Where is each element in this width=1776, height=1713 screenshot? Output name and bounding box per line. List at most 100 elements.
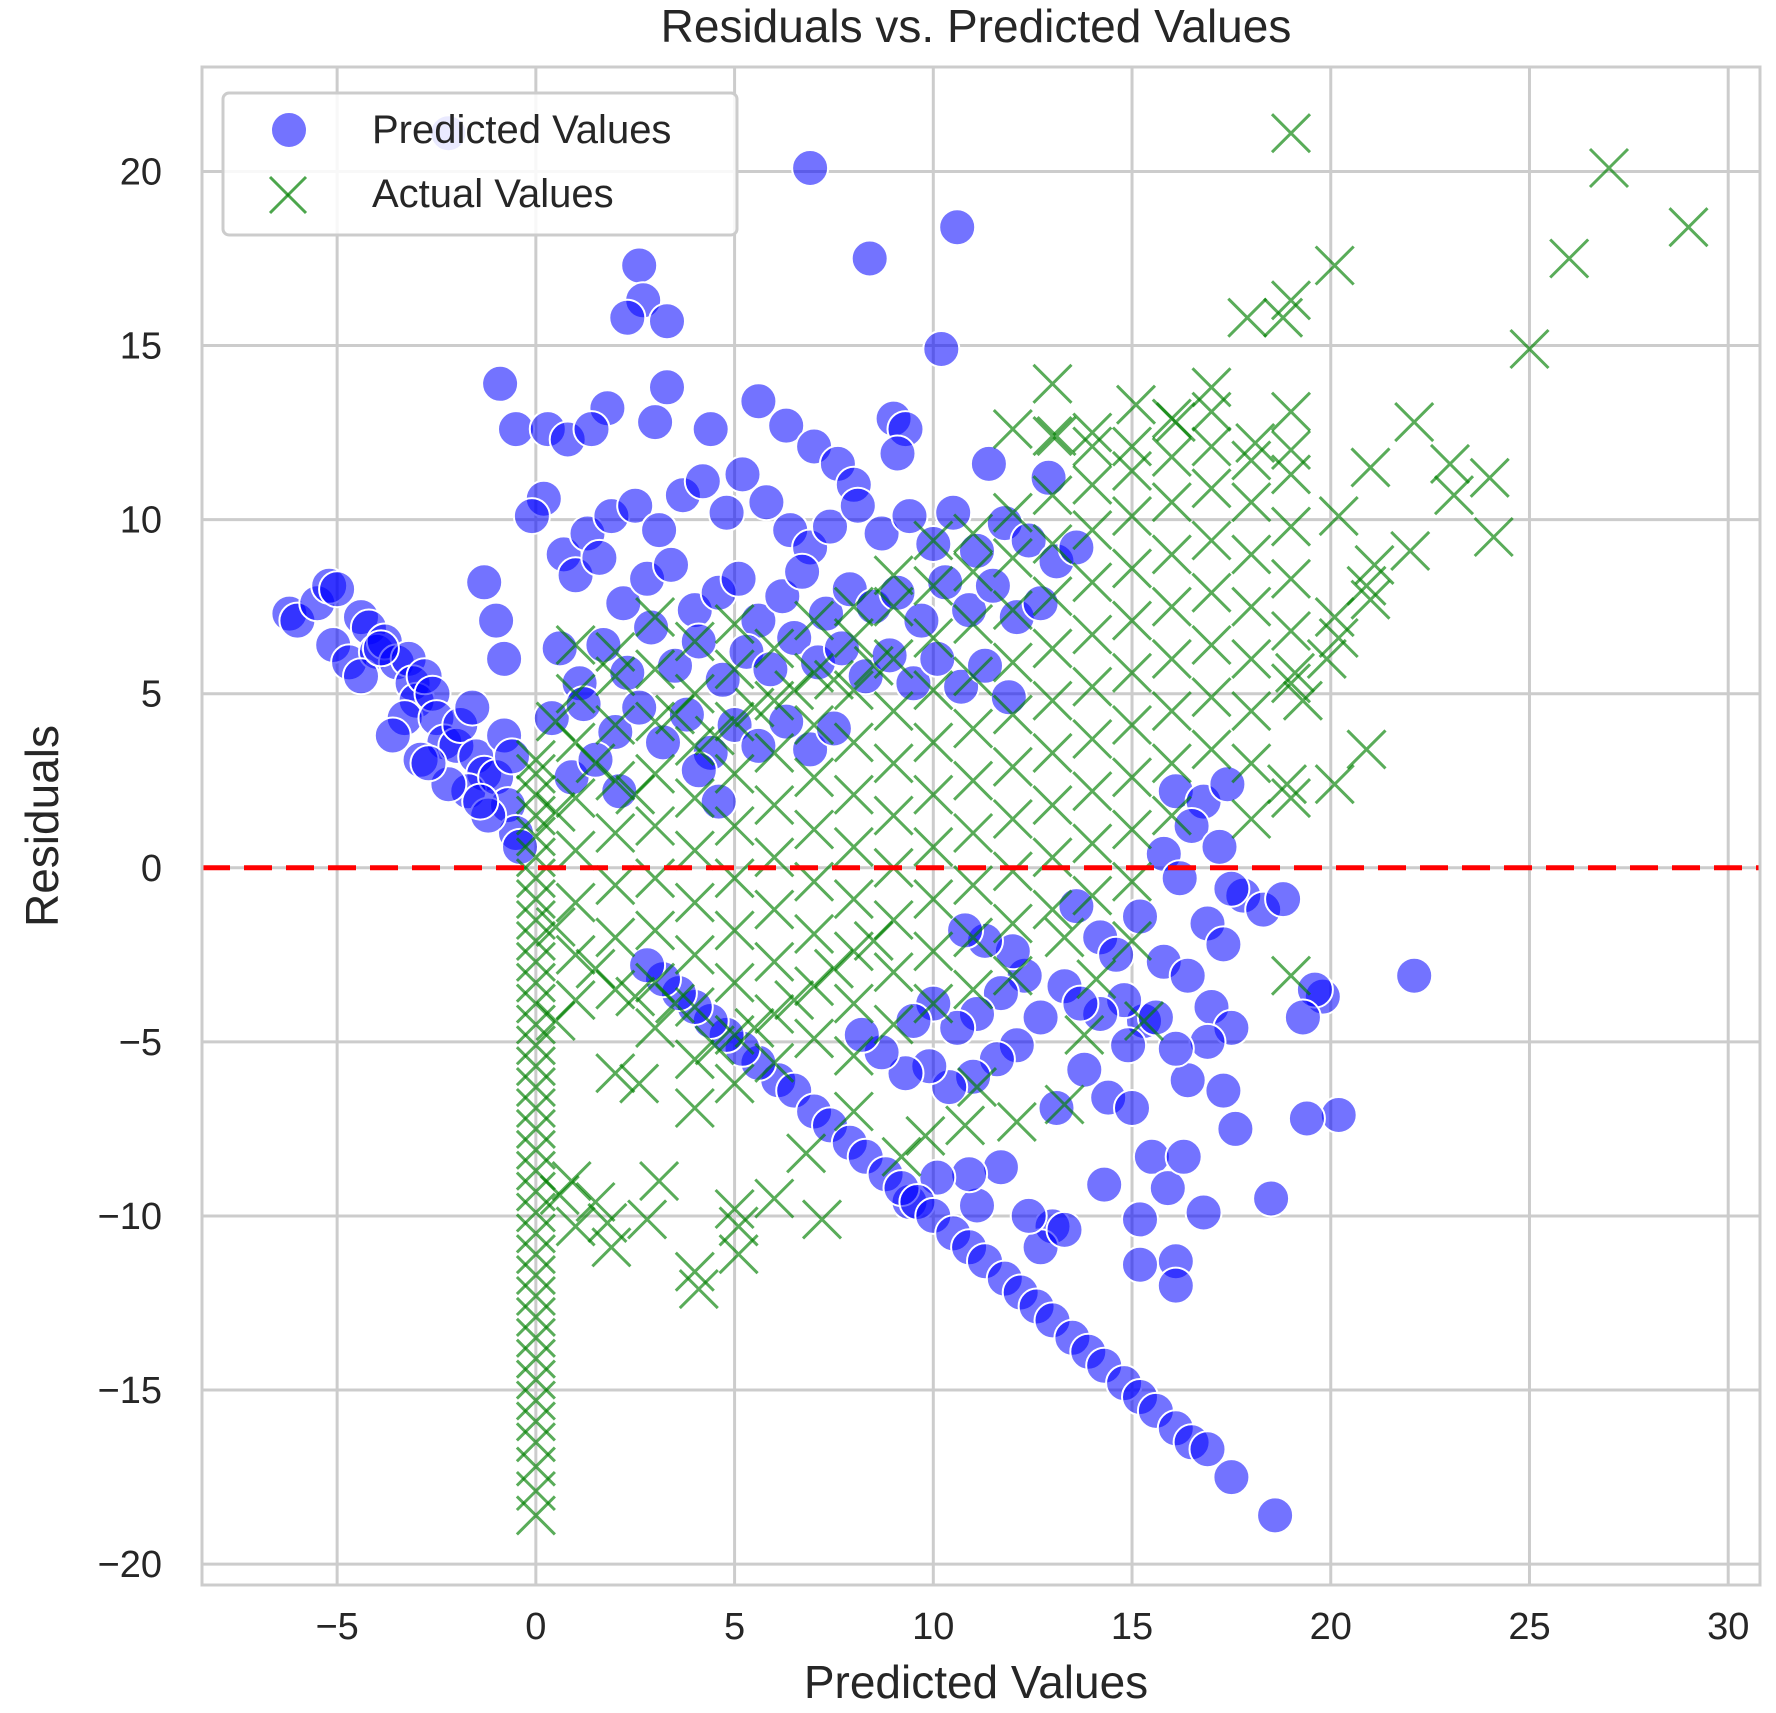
actual-point [1231,691,1272,732]
actual-point [1115,384,1157,425]
actual-point [515,1046,556,1087]
predicted-point [1121,1200,1159,1239]
x-tick-label: 15 [1111,1606,1153,1648]
actual-point [714,962,755,1003]
x-tick-label: −5 [315,1606,358,1648]
actual-point [1072,823,1113,864]
actual-point [714,1063,755,1104]
predicted-point [1172,807,1211,845]
actual-point [913,670,954,711]
actual-point [754,1178,795,1219]
actual-point [1274,652,1316,693]
actual-point [627,1199,668,1240]
actual-point [1032,889,1073,930]
actual-point [1032,785,1073,826]
series-actual-values [515,113,1709,1536]
actual-point [1394,402,1435,443]
actual-point [1032,628,1073,669]
legend-box [221,91,739,237]
actual-point [953,969,994,1010]
predicted-point [620,246,659,285]
predicted-point [493,737,531,776]
actual-point [1111,496,1153,537]
actual-point [996,1101,1037,1142]
predicted-point [564,685,603,724]
actual-point [515,1422,556,1463]
actual-point [774,980,815,1021]
actual-point [873,555,914,596]
series-predicted-values [270,114,1434,1535]
actual-point [1270,558,1312,599]
actual-point [1346,729,1387,770]
predicted-point [1212,869,1251,908]
predicted-point [1264,880,1303,919]
actual-point [833,931,874,972]
actual-point [555,882,596,923]
actual-point [953,760,994,801]
predicted-point [981,974,1020,1013]
predicted-point [1283,998,1322,1037]
actual-point [1473,516,1514,558]
actual-point [1390,530,1431,571]
actual-point [555,830,596,871]
actual-point [1072,464,1113,505]
predicted-point [938,208,977,247]
actual-point [833,983,874,1024]
actual-point [833,617,874,659]
x-axis-title: Predicted Values [804,1656,1148,1708]
actual-point [794,704,835,746]
predicted-point [914,525,953,563]
actual-point [674,725,715,766]
predicted-point [648,368,686,407]
y-tick-label: 5 [141,674,162,716]
y-tick-label: 15 [120,326,162,368]
actual-point [515,920,556,961]
predicted-point [679,622,718,661]
actual-point [786,1133,827,1174]
actual-point [913,565,954,606]
actual-point [1231,586,1272,627]
predicted-point [1395,956,1434,995]
actual-point [595,917,636,958]
actual-point [833,586,874,627]
actual-point [1191,572,1232,613]
actual-point [515,962,556,1003]
actual-point [913,722,954,763]
actual-point [873,1004,914,1045]
actual-point [674,1087,715,1129]
actual-point [718,1206,759,1247]
actual-point [635,805,676,847]
predicted-point [1037,1089,1076,1127]
actual-point [1191,391,1232,432]
actual-point [1032,475,1073,516]
actual-point [1191,426,1232,467]
predicted-point [1204,1071,1243,1110]
predicted-point [580,538,619,577]
actual-point [1032,732,1073,773]
actual-point [595,865,636,906]
predicted-point [699,782,738,821]
actual-point [953,865,994,906]
actual-point [515,1296,556,1337]
actual-point [714,753,755,794]
actual-point [813,948,854,989]
legend-marker-predicted [270,111,308,149]
actual-point [555,778,596,819]
actual-point [1231,482,1272,523]
actual-point [1044,917,1085,958]
actual-point [1111,809,1153,850]
actual-point [873,795,914,836]
actual-point [1151,482,1192,523]
actual-point [635,910,676,951]
actual-point [515,753,556,794]
x-tick-label: 20 [1310,1606,1352,1648]
actual-point [714,701,755,742]
predicted-point [791,149,830,187]
actual-point [1151,398,1192,439]
actual-point [515,983,556,1024]
actual-point [905,1115,946,1156]
predicted-point [862,514,901,553]
actual-point [515,1401,556,1442]
predicted-point [1256,1496,1295,1535]
